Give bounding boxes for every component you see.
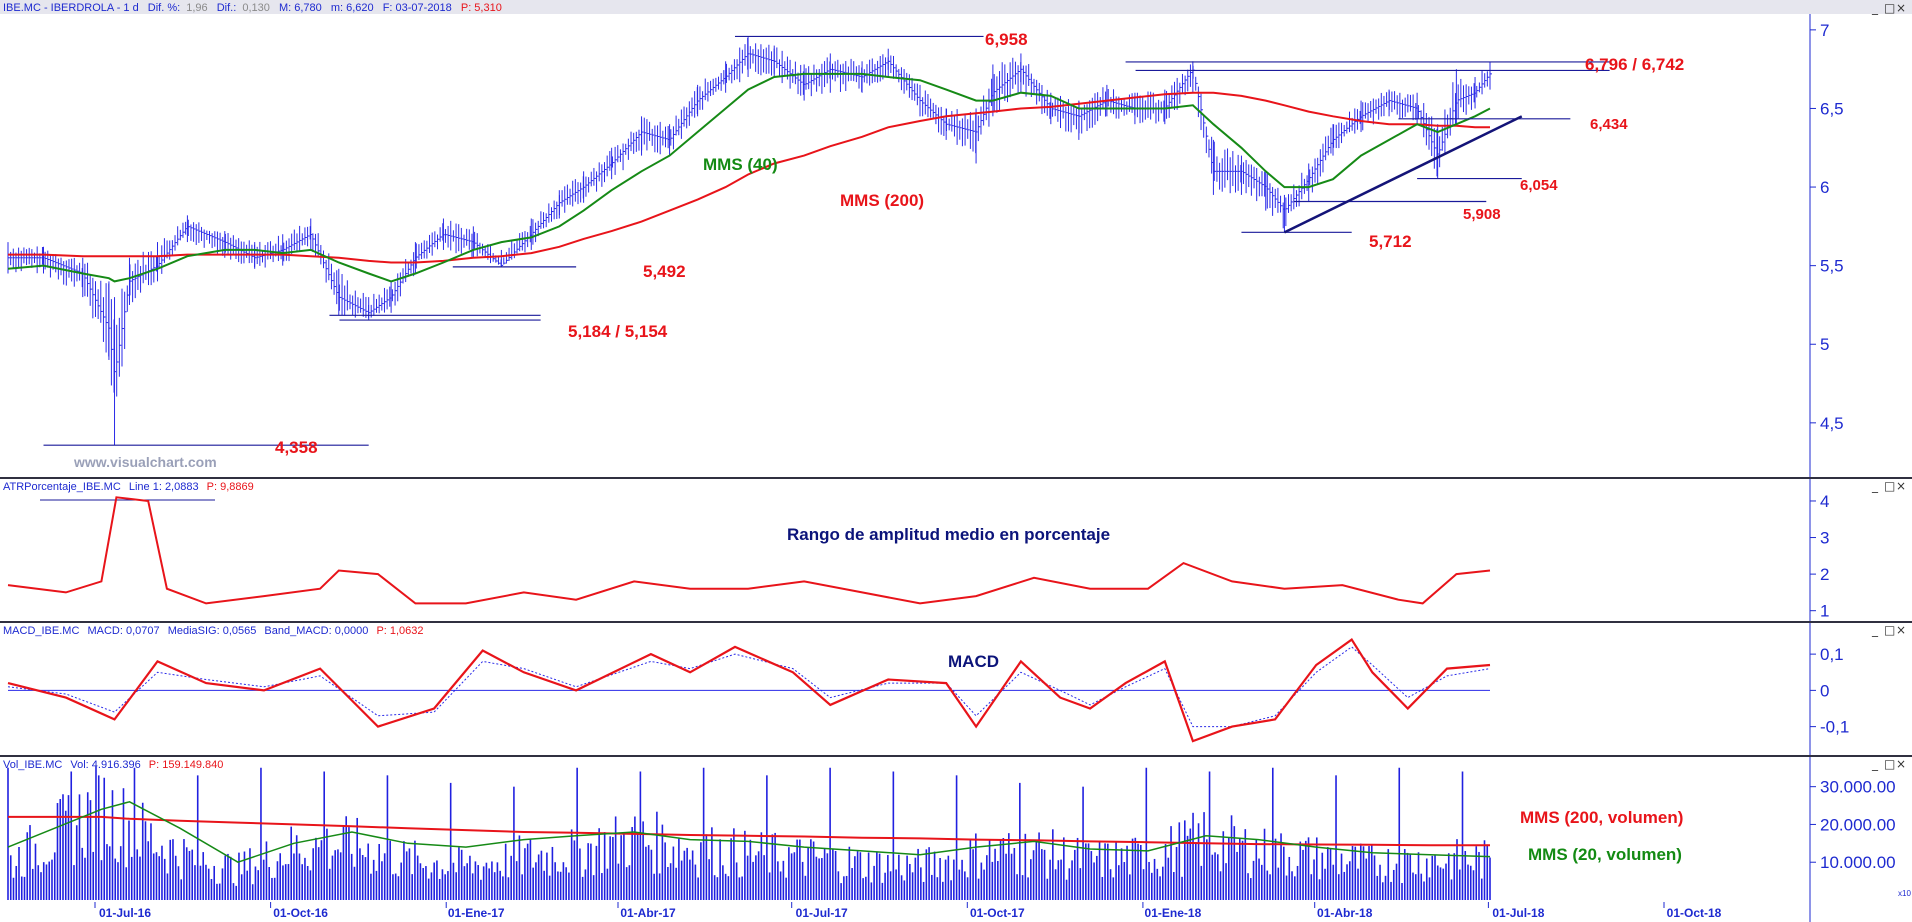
price-levels-group bbox=[43, 35, 1610, 446]
atr-y-tick-label: 3 bbox=[1820, 529, 1829, 548]
macd-y-tick-label: 0 bbox=[1820, 681, 1829, 700]
vol-mms200-label: MMS (200, volumen) bbox=[1520, 808, 1683, 827]
close-icon[interactable]: × bbox=[1896, 1, 1906, 15]
atr-header-line: Line 1: 2,0883 bbox=[129, 481, 199, 493]
macd-header-p: P: 1,0632 bbox=[376, 625, 423, 637]
macd-title: MACD bbox=[948, 652, 999, 671]
macd-signal-line bbox=[7, 646, 1491, 728]
atr-header: ATRPorcentaje_IBE.MC Line 1: 2,0883 P: 9… bbox=[3, 481, 254, 493]
macd-group bbox=[7, 638, 1491, 743]
minimize-icon[interactable]: _ bbox=[1871, 757, 1879, 771]
header-dif-label: Dif.: bbox=[217, 2, 237, 14]
level-label-6054: 6,054 bbox=[1520, 177, 1558, 194]
macd-header-macd: MACD: 0,0707 bbox=[87, 625, 159, 637]
atr-line bbox=[7, 496, 1491, 605]
vol-header-vol: Vol: 4.916.396 bbox=[70, 759, 140, 771]
atr-group bbox=[7, 496, 1491, 605]
macd-header-signal: MediaSIG: 0,0565 bbox=[168, 625, 257, 637]
macd-header: MACD_IBE.MC MACD: 0,0707 MediaSIG: 0,056… bbox=[3, 625, 424, 637]
header-dif-pct-label: Dif. %: bbox=[148, 2, 180, 14]
level-label-5492: 5,492 bbox=[643, 262, 686, 281]
mms200-line bbox=[8, 91, 1490, 264]
vol-y-tick-label: 20.000.00 bbox=[1820, 815, 1896, 834]
vol-y-tick-label: 10.000.00 bbox=[1820, 853, 1896, 872]
x-tick-label: 01-Abr-17 bbox=[620, 906, 676, 920]
close-icon[interactable]: × bbox=[1896, 623, 1906, 637]
vol-scale-corner: x10 bbox=[1898, 889, 1911, 898]
atr-header-p: P: 9,8869 bbox=[207, 481, 254, 493]
vol-header-p: P: 159.149.840 bbox=[149, 759, 224, 771]
vol-header-name: Vol_IBE.MC bbox=[3, 759, 62, 771]
vol-y-tick-label: 30.000.00 bbox=[1820, 778, 1896, 797]
close-icon[interactable]: × bbox=[1896, 757, 1906, 771]
volume-group bbox=[7, 766, 1491, 900]
level-label-5908: 5,908 bbox=[1463, 206, 1501, 223]
minimize-icon[interactable]: _ bbox=[1871, 623, 1879, 637]
support-trendline[interactable] bbox=[1283, 115, 1523, 234]
level-label-5712: 5,712 bbox=[1369, 232, 1412, 251]
maximize-icon[interactable]: □ bbox=[1884, 1, 1895, 15]
minimize-icon[interactable]: _ bbox=[1871, 1, 1879, 15]
header-date: F: 03-07-2018 bbox=[383, 2, 452, 14]
maximize-icon[interactable]: □ bbox=[1884, 479, 1895, 493]
vol-mms200-line bbox=[8, 815, 1490, 847]
x-tick-label: 01-Oct-17 bbox=[970, 906, 1025, 920]
macd-y-tick-label: 0,1 bbox=[1820, 645, 1844, 664]
x-tick-label: 01-Oct-18 bbox=[1667, 906, 1722, 920]
x-tick-label: 01-Jul-16 bbox=[99, 906, 151, 920]
macd-line bbox=[7, 638, 1491, 743]
price-y-tick-label: 5 bbox=[1820, 335, 1829, 354]
header-max: M: 6,780 bbox=[279, 2, 322, 14]
x-tick-label: 01-Ene-17 bbox=[448, 906, 505, 920]
atr-header-name: ATRPorcentaje_IBE.MC bbox=[3, 481, 121, 493]
macd-y-tick-label: -0,1 bbox=[1820, 718, 1849, 737]
mms200-label: MMS (200) bbox=[840, 191, 924, 210]
header-dif-value: 0,130 bbox=[242, 2, 270, 14]
vol-mms20-line bbox=[7, 800, 1491, 864]
header-dif-pct-value: 1,96 bbox=[186, 2, 207, 14]
atr-y-tick-label: 2 bbox=[1820, 565, 1829, 584]
x-tick-label: 01-Jul-18 bbox=[1492, 906, 1544, 920]
price-y-tick-label: 5,5 bbox=[1820, 257, 1844, 276]
maximize-icon[interactable]: □ bbox=[1884, 757, 1895, 771]
maximize-icon[interactable]: □ bbox=[1884, 623, 1895, 637]
x-tick-label: 01-Oct-16 bbox=[273, 906, 328, 920]
vol-mms20-label: MMS (20, volumen) bbox=[1528, 845, 1682, 864]
level-label-6434: 6,434 bbox=[1590, 116, 1628, 133]
price-y-tick-label: 6 bbox=[1820, 178, 1829, 197]
price-y-tick-label: 6,5 bbox=[1820, 99, 1844, 118]
minimize-icon[interactable]: _ bbox=[1871, 479, 1879, 493]
price-header: IBE.MC - IBERDROLA - 1 d Dif. %: 1,96 Di… bbox=[3, 2, 502, 14]
axes-group: 7 6,5 6 5,5 5 4,5 4 3 2 1 0,1 0 -0,1 30.000.00 20.000.… bbox=[94, 21, 1896, 920]
atr-title: Rango de amplitud medio en porcentaje bbox=[787, 525, 1110, 544]
macd-header-name: MACD_IBE.MC bbox=[3, 625, 79, 637]
window-controls: ____□□□□×××× bbox=[1871, 1, 1906, 771]
close-icon[interactable]: × bbox=[1896, 479, 1906, 493]
atr-y-tick-label: 1 bbox=[1820, 602, 1829, 621]
level-label-5184: 5,184 / 5,154 bbox=[568, 322, 668, 341]
header-min: m: 6,620 bbox=[331, 2, 374, 14]
macd-header-band: Band_MACD: 0,0000 bbox=[264, 625, 368, 637]
price-series-group bbox=[7, 36, 1492, 446]
mms40-line bbox=[7, 72, 1491, 283]
price-y-tick-label: 4,5 bbox=[1820, 414, 1844, 433]
watermark: www.visualchart.com bbox=[73, 454, 217, 470]
level-label-6796: 6,796 / 6,742 bbox=[1585, 55, 1684, 74]
level-label-4358: 4,358 bbox=[275, 438, 318, 457]
level-label-6958: 6,958 bbox=[985, 30, 1028, 49]
atr-y-tick-label: 4 bbox=[1820, 492, 1829, 511]
x-tick-label: 01-Jul-17 bbox=[796, 906, 848, 920]
x-tick-label: 01-Ene-18 bbox=[1145, 906, 1202, 920]
mms40-label: MMS (40) bbox=[703, 155, 778, 174]
vol-header: Vol_IBE.MC Vol: 4.916.396 P: 159.149.840 bbox=[3, 759, 223, 771]
header-symbol: IBE.MC - IBERDROLA - 1 d bbox=[3, 2, 139, 14]
x-tick-label: 01-Abr-18 bbox=[1317, 906, 1373, 920]
price-header-bar bbox=[0, 0, 1912, 14]
header-p: P: 5,310 bbox=[461, 2, 502, 14]
price-y-tick-label: 7 bbox=[1820, 21, 1829, 40]
